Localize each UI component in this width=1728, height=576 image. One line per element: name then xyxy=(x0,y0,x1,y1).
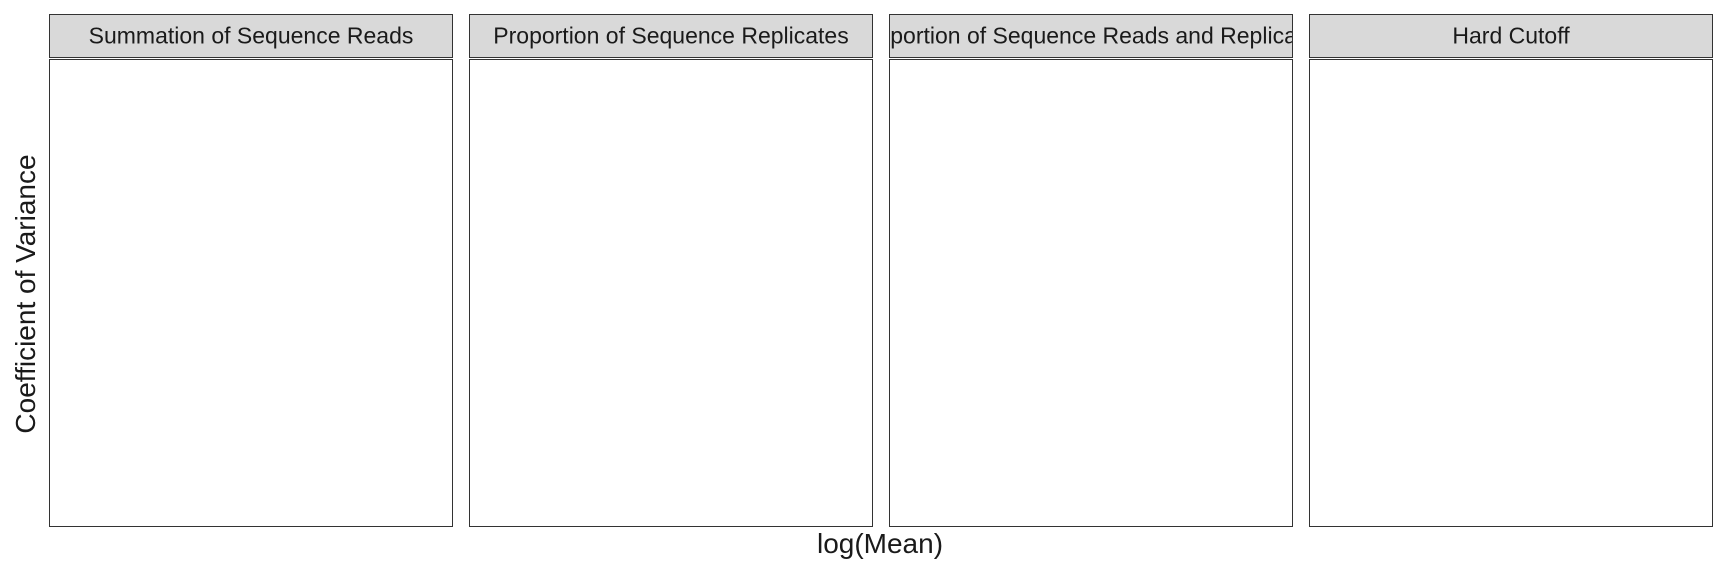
facet-strip: Hard Cutoff xyxy=(1309,14,1713,58)
facet-strip: Proportion of Sequence Reads and Replica… xyxy=(889,14,1293,58)
facet-plot-panel xyxy=(889,59,1293,527)
facet-title: Proportion of Sequence Replicates xyxy=(493,22,849,49)
x-axis-label: log(Mean) xyxy=(816,528,944,559)
facet-title: Summation of Sequence Reads xyxy=(88,22,414,49)
facet-strip: Proportion of Sequence Replicates xyxy=(469,14,873,58)
facet-title: Hard Cutoff xyxy=(1452,22,1570,49)
facet-strip: Summation of Sequence Reads xyxy=(49,14,453,58)
facet-plot-panel xyxy=(1309,59,1713,527)
facet-plot-panel xyxy=(49,59,453,527)
facet-title: Proportion of Sequence Reads and Replica… xyxy=(890,22,1292,49)
y-axis-label: Coefficient of Variance xyxy=(10,154,41,434)
facet-plot-panel xyxy=(469,59,873,527)
